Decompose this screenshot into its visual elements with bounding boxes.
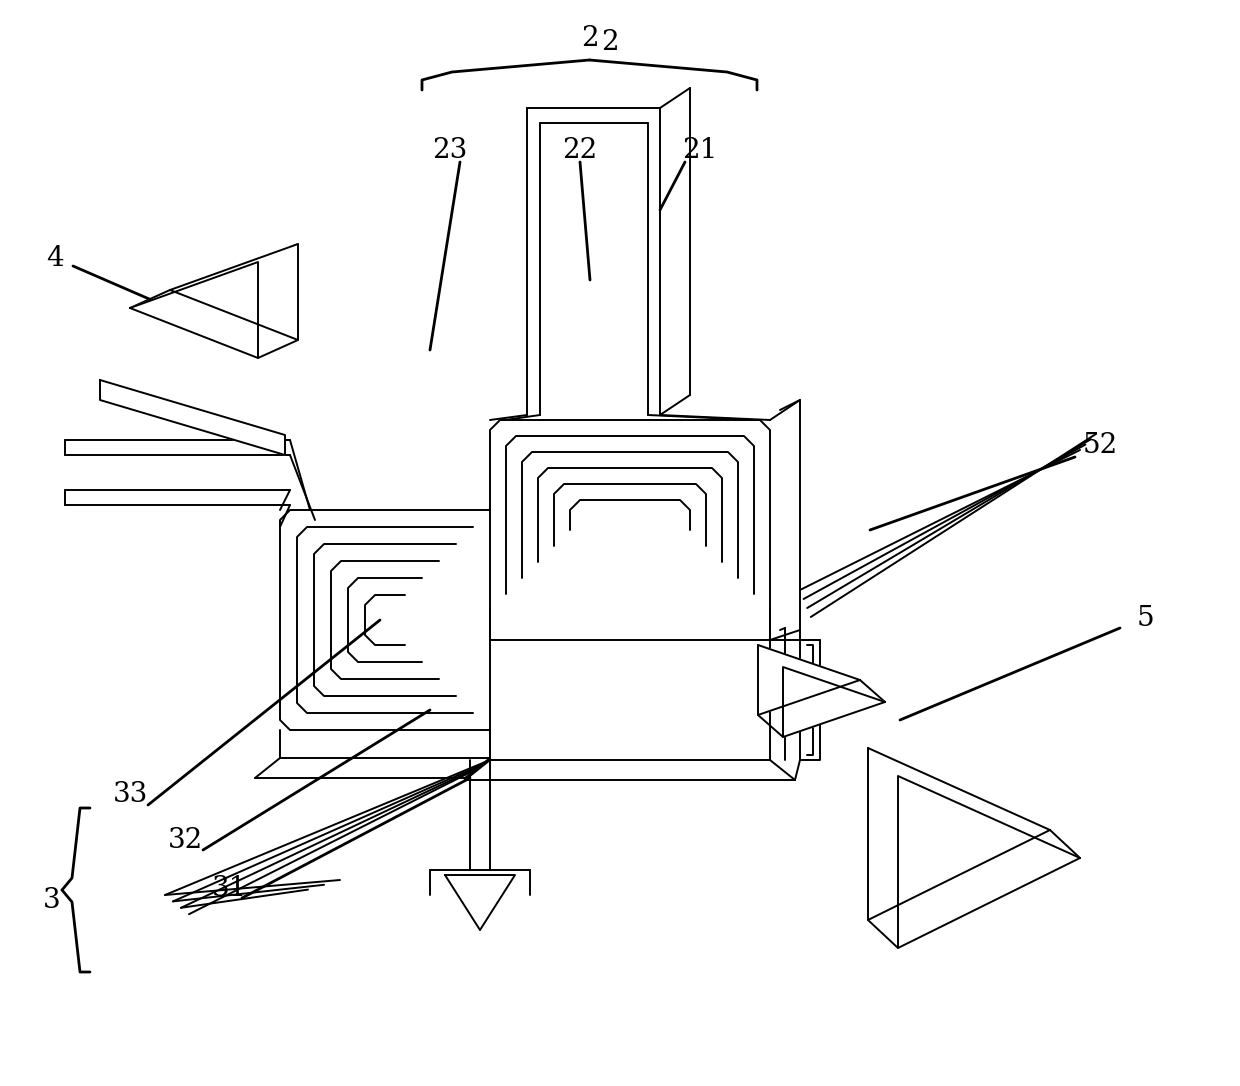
Polygon shape (170, 244, 298, 340)
Text: 52: 52 (1083, 431, 1117, 458)
Polygon shape (868, 748, 1050, 920)
Text: 4: 4 (46, 244, 63, 272)
Text: 2: 2 (580, 25, 599, 51)
Text: 33: 33 (113, 782, 148, 808)
Polygon shape (445, 875, 515, 930)
Polygon shape (782, 667, 885, 737)
Polygon shape (130, 262, 258, 358)
Text: 5: 5 (1136, 605, 1153, 631)
Text: 2: 2 (601, 28, 619, 55)
Polygon shape (758, 645, 861, 715)
Polygon shape (100, 380, 285, 455)
Text: 31: 31 (212, 874, 248, 901)
Polygon shape (898, 776, 1080, 948)
Text: 21: 21 (682, 137, 718, 164)
Text: 23: 23 (433, 137, 467, 164)
Text: 22: 22 (563, 137, 598, 164)
Text: 3: 3 (43, 886, 61, 913)
Text: 32: 32 (167, 826, 202, 854)
